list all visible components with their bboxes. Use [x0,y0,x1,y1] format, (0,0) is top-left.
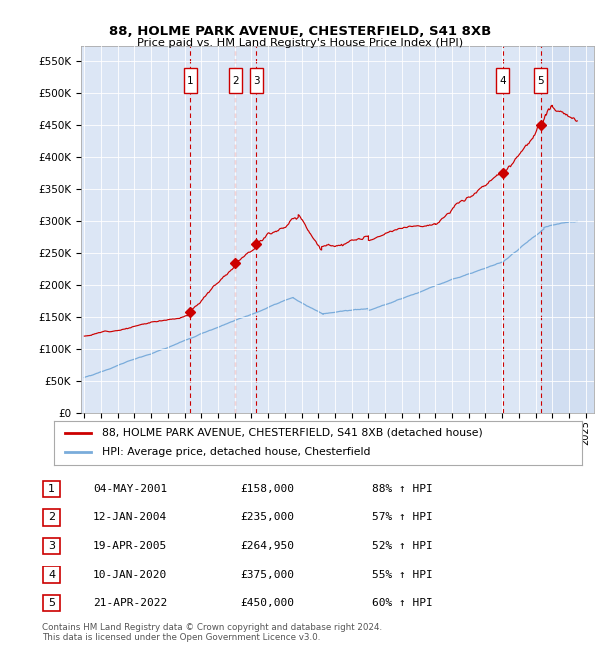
Text: 60% ↑ HPI: 60% ↑ HPI [372,598,433,608]
Text: 57% ↑ HPI: 57% ↑ HPI [372,512,433,523]
Text: £264,950: £264,950 [240,541,294,551]
Text: 19-APR-2005: 19-APR-2005 [93,541,167,551]
Bar [184,68,197,94]
Text: 10-JAN-2020: 10-JAN-2020 [93,569,167,580]
Text: 12-JAN-2004: 12-JAN-2004 [93,512,167,523]
Text: Price paid vs. HM Land Registry's House Price Index (HPI): Price paid vs. HM Land Registry's House … [137,38,463,47]
Bar [250,68,263,94]
Text: 52% ↑ HPI: 52% ↑ HPI [372,541,433,551]
Text: 3: 3 [253,75,260,86]
Text: 88, HOLME PARK AVENUE, CHESTERFIELD, S41 8XB (detached house): 88, HOLME PARK AVENUE, CHESTERFIELD, S41… [101,428,482,438]
Text: 5: 5 [537,75,544,86]
Text: 4: 4 [499,75,506,86]
Text: This data is licensed under the Open Government Licence v3.0.: This data is licensed under the Open Gov… [42,633,320,642]
Text: 1: 1 [48,484,55,494]
Bar [229,68,242,94]
Text: £450,000: £450,000 [240,598,294,608]
Bar [541,46,594,413]
Text: Contains HM Land Registry data © Crown copyright and database right 2024.: Contains HM Land Registry data © Crown c… [42,623,382,632]
Text: £158,000: £158,000 [240,484,294,494]
Text: 88, HOLME PARK AVENUE, CHESTERFIELD, S41 8XB: 88, HOLME PARK AVENUE, CHESTERFIELD, S41… [109,25,491,38]
Text: 3: 3 [48,541,55,551]
Text: 21-APR-2022: 21-APR-2022 [93,598,167,608]
Text: £375,000: £375,000 [240,569,294,580]
Text: 2: 2 [48,512,55,523]
Text: 5: 5 [48,598,55,608]
Bar [534,68,547,94]
Text: 55% ↑ HPI: 55% ↑ HPI [372,569,433,580]
Text: £235,000: £235,000 [240,512,294,523]
Text: 88% ↑ HPI: 88% ↑ HPI [372,484,433,494]
Text: 1: 1 [187,75,194,86]
Bar [496,68,509,94]
Text: HPI: Average price, detached house, Chesterfield: HPI: Average price, detached house, Ches… [101,447,370,458]
Text: 04-MAY-2001: 04-MAY-2001 [93,484,167,494]
Text: 4: 4 [48,569,55,580]
Text: 2: 2 [232,75,239,86]
